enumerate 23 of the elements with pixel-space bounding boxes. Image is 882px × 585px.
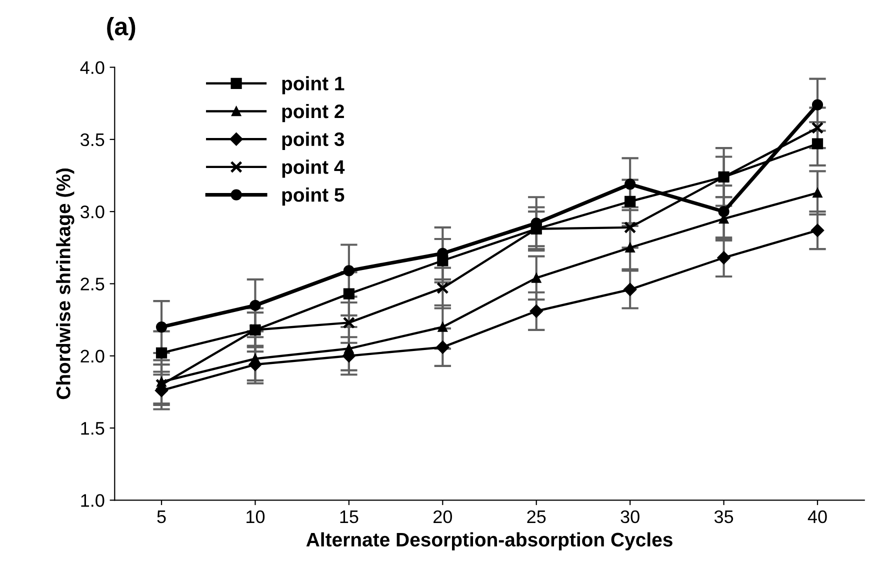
x-tick-label: 5 <box>157 510 166 524</box>
legend-label: point 4 <box>282 160 345 178</box>
x-tick-label: 25 <box>527 510 546 524</box>
x-tick-label: 15 <box>340 510 358 524</box>
legend-label: point 3 <box>282 132 344 150</box>
legend-label: point 1 <box>282 76 344 94</box>
y-tick-label: 2.0 <box>80 350 104 363</box>
x-tick-label: 35 <box>714 510 734 524</box>
legend-label: point 5 <box>282 188 344 206</box>
chart-title: (a) <box>107 16 136 40</box>
x-tick-label: 30 <box>620 510 640 524</box>
x-tick-label: 20 <box>434 510 452 524</box>
y-tick-label: 1.5 <box>81 422 104 435</box>
x-tick-label: 10 <box>246 510 265 524</box>
x-tick-label: 40 <box>808 510 827 524</box>
y-tick-label: 1.0 <box>81 494 104 507</box>
y-tick-label: 3.0 <box>80 206 104 218</box>
y-axis-title: Chordwise shrinkage (%) <box>56 168 74 400</box>
y-tick-label: 4.0 <box>80 61 104 74</box>
x-axis-title: Alternate Desorption-absorption Cycles <box>306 532 672 550</box>
y-tick-label: 2.5 <box>80 278 104 290</box>
legend-label: point 2 <box>282 104 344 122</box>
y-tick-label: 3.5 <box>80 133 104 146</box>
